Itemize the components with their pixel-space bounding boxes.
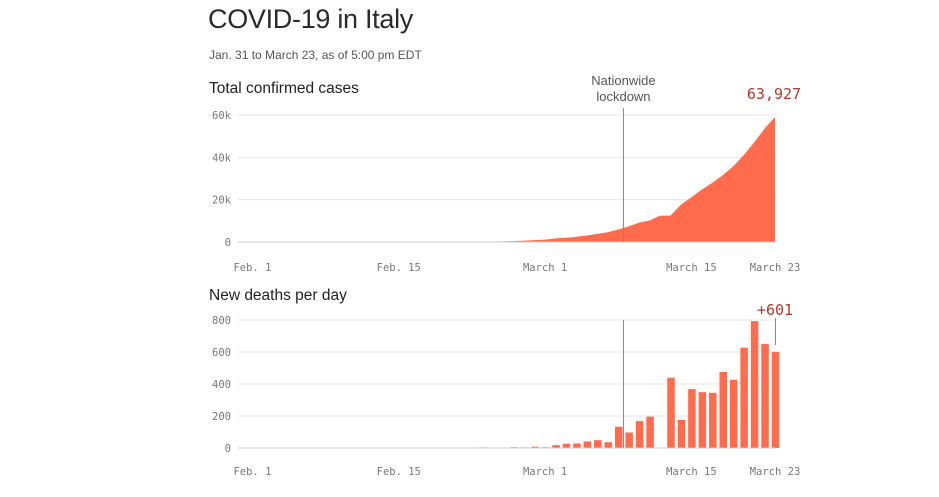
cases-y-tick-label: 60k bbox=[212, 110, 232, 122]
deaths-x-tick-label: March 23 bbox=[750, 466, 801, 478]
deaths-y-tick-label: 0 bbox=[225, 443, 231, 455]
death-bar bbox=[698, 392, 707, 448]
death-bar bbox=[646, 416, 654, 448]
death-bar bbox=[740, 347, 748, 448]
death-bar bbox=[719, 372, 727, 448]
death-bar bbox=[583, 441, 592, 448]
death-bar bbox=[771, 351, 780, 448]
death-bar bbox=[635, 421, 644, 448]
death-bar bbox=[614, 426, 623, 448]
death-bar bbox=[594, 440, 602, 448]
death-bar bbox=[552, 445, 560, 448]
deaths-y-tick-label: 400 bbox=[212, 379, 231, 391]
cases-chart-title: Total confirmed cases bbox=[209, 80, 359, 97]
death-bar bbox=[531, 446, 539, 448]
death-bar bbox=[625, 432, 633, 448]
cases-x-tick-label: Feb. 15 bbox=[377, 262, 421, 274]
death-bar bbox=[688, 389, 696, 448]
death-bar bbox=[562, 443, 571, 448]
deaths-x-tick-label: March 1 bbox=[523, 466, 567, 478]
death-bar bbox=[604, 442, 613, 448]
deaths-x-tick-label: March 15 bbox=[666, 466, 717, 478]
deaths-y-tick-label: 200 bbox=[212, 411, 231, 423]
cases-x-tick-label: March 15 bbox=[666, 262, 717, 274]
cases-y-tick-label: 0 bbox=[225, 237, 231, 249]
death-bar bbox=[761, 343, 769, 448]
page-title: COVID-19 in Italy bbox=[208, 4, 413, 34]
cases-x-tick-label: Feb. 1 bbox=[233, 262, 271, 274]
deaths-chart-title: New deaths per day bbox=[209, 287, 347, 304]
deaths-end-label: +601 bbox=[757, 301, 793, 319]
death-bar bbox=[729, 379, 738, 448]
lockdown-annotation-line1: Nationwide bbox=[591, 73, 655, 88]
deaths-x-tick-label: Feb. 15 bbox=[377, 466, 421, 478]
death-bar bbox=[750, 321, 759, 448]
death-bar bbox=[667, 377, 675, 448]
deaths-y-tick-label: 600 bbox=[212, 347, 231, 359]
cases-y-tick-label: 40k bbox=[212, 152, 232, 164]
cases-y-tick-label: 20k bbox=[212, 195, 232, 207]
death-bar bbox=[677, 420, 686, 448]
cases-x-tick-label: March 23 bbox=[750, 262, 801, 274]
deaths-x-tick-label: Feb. 1 bbox=[233, 466, 271, 478]
cases-x-tick-label: March 1 bbox=[523, 262, 567, 274]
death-bar bbox=[709, 392, 717, 448]
deaths-y-tick-label: 800 bbox=[212, 315, 231, 327]
death-bar bbox=[573, 443, 581, 448]
cases-end-label: 63,927 bbox=[747, 85, 801, 103]
subtitle: Jan. 31 to March 23, as of 5:00 pm EDT bbox=[209, 48, 422, 62]
lockdown-annotation-line2: lockdown bbox=[596, 89, 650, 104]
cases-area bbox=[242, 106, 775, 242]
